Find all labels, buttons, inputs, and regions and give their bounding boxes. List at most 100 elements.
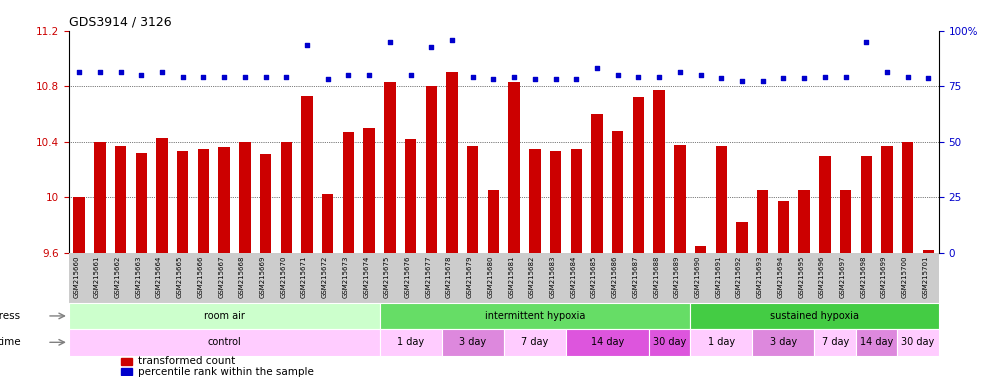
Text: GSM215678: GSM215678 [446,255,452,298]
Point [72,69,87,75]
Point [568,76,584,83]
Text: GSM215697: GSM215697 [839,255,845,298]
Text: GSM215681: GSM215681 [508,255,514,298]
Text: GSM215680: GSM215680 [488,255,493,298]
Point [609,72,625,78]
Text: GSM215663: GSM215663 [136,255,142,298]
Text: GSM215684: GSM215684 [570,255,576,298]
Text: GSM215696: GSM215696 [819,255,825,298]
Bar [446,72,458,253]
Point [486,76,501,83]
Bar [322,195,333,253]
Bar [156,137,168,253]
Text: GSM215686: GSM215686 [611,255,617,298]
Text: 1 day: 1 day [708,337,735,347]
Bar [819,156,831,253]
Text: 30 day: 30 day [653,337,686,347]
Bar [405,139,416,253]
Point [113,69,129,75]
Point [589,65,605,71]
Bar [674,144,685,253]
Point [548,76,563,83]
Bar [736,222,748,253]
Bar [364,128,375,253]
Bar [649,329,690,356]
Text: 3 day: 3 day [770,337,797,347]
Bar [902,142,913,253]
Text: sustained hypoxia: sustained hypoxia [770,311,859,321]
Bar [441,329,504,356]
Text: GSM215662: GSM215662 [115,255,121,298]
Bar [69,303,379,329]
Text: transformed count: transformed count [139,356,236,366]
Text: GSM215692: GSM215692 [736,255,742,298]
Point [652,73,667,79]
Point [196,73,211,79]
Bar [570,149,582,253]
Point [340,72,356,78]
Bar [690,303,939,329]
Bar [923,250,934,253]
Bar [882,146,893,253]
Text: GSM215673: GSM215673 [342,255,348,298]
Point [506,73,522,79]
Text: GSM215671: GSM215671 [301,255,307,298]
Bar [239,142,251,253]
Bar [815,329,856,356]
Point [362,72,377,78]
Point [424,44,439,50]
Bar [508,82,520,253]
Text: GSM215660: GSM215660 [73,255,80,298]
Bar [121,358,133,365]
Bar [716,146,727,253]
Bar [592,114,603,253]
Point [237,73,253,79]
Bar [612,131,623,253]
Bar [503,329,566,356]
Text: GSM215700: GSM215700 [901,255,907,298]
Text: GSM215698: GSM215698 [860,255,866,298]
Text: GSM215670: GSM215670 [280,255,286,298]
Point [817,73,833,79]
Text: GSM215687: GSM215687 [632,255,638,298]
Point [175,73,191,79]
Text: GSM215672: GSM215672 [321,255,327,298]
Text: GSM215668: GSM215668 [239,255,245,298]
Bar [260,154,271,253]
Text: percentile rank within the sample: percentile rank within the sample [139,367,315,377]
Bar [69,329,379,356]
Point [382,39,398,45]
Bar [136,153,147,253]
Text: GSM215688: GSM215688 [653,255,660,298]
Text: GSM215676: GSM215676 [405,255,411,298]
Text: GSM215695: GSM215695 [798,255,804,298]
Bar [856,329,897,356]
Text: GSM215693: GSM215693 [757,255,763,298]
Point [258,73,273,79]
Text: time: time [0,337,21,347]
Text: GSM215694: GSM215694 [778,255,783,298]
Text: GSM215675: GSM215675 [384,255,390,298]
Text: intermittent hypoxia: intermittent hypoxia [485,311,585,321]
Text: GSM215665: GSM215665 [177,255,183,298]
Bar [633,97,644,253]
Bar [757,190,769,253]
Text: GSM215679: GSM215679 [467,255,473,298]
Point [672,69,688,75]
Text: GSM215666: GSM215666 [198,255,203,298]
Text: GSM215685: GSM215685 [591,255,597,298]
Point [216,73,232,79]
Point [444,37,460,43]
Point [796,75,812,81]
Bar [177,151,189,253]
Point [299,41,315,48]
Text: 14 day: 14 day [591,337,624,347]
Bar [384,82,395,253]
Point [693,72,709,78]
Bar [778,202,789,253]
Bar [379,329,441,356]
Point [403,72,419,78]
Bar [94,142,105,253]
Bar [860,156,872,253]
Point [776,75,791,81]
